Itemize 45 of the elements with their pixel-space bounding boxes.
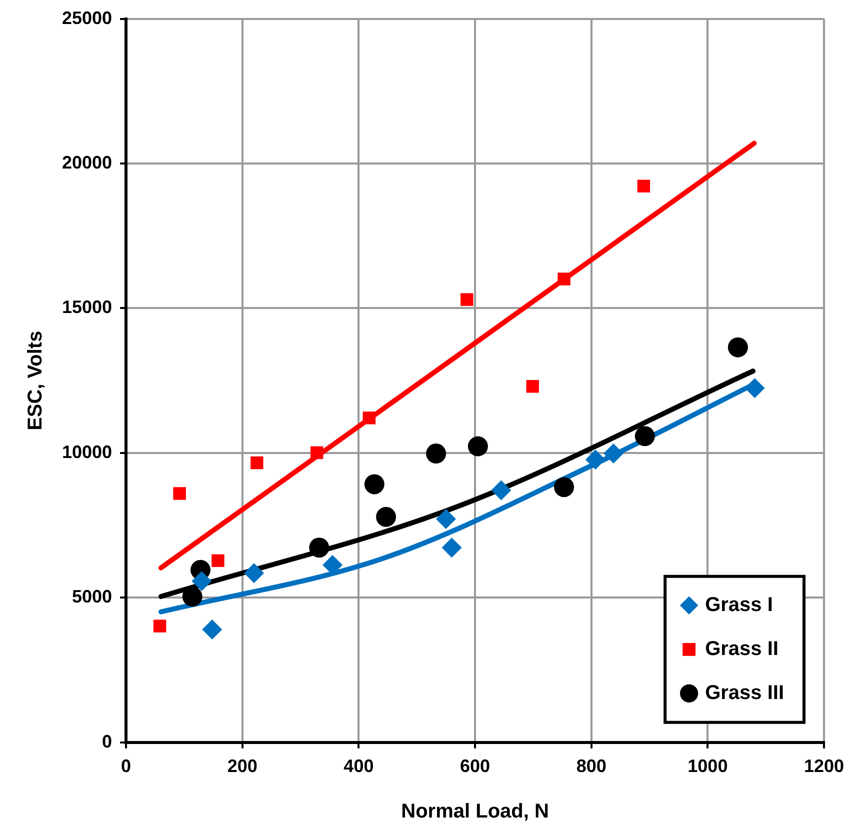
point [436, 508, 456, 529]
point [426, 444, 446, 464]
point [554, 477, 574, 498]
point [460, 293, 474, 306]
point [192, 571, 212, 592]
x-tick-label: 0 [121, 756, 132, 776]
point [212, 554, 224, 567]
point [491, 480, 512, 500]
point [526, 380, 539, 393]
point [376, 506, 396, 527]
y-tick-label: 25000 [62, 8, 112, 28]
point [182, 586, 202, 607]
x-tick-label: 800 [576, 756, 606, 776]
x-axis-title: Normal Load, N [401, 800, 549, 823]
x-tick-label: 200 [227, 756, 258, 776]
point [585, 450, 606, 470]
point [362, 412, 376, 424]
point [364, 474, 384, 494]
point [442, 538, 462, 558]
point [250, 456, 264, 470]
x-tick-label: 1200 [804, 756, 844, 776]
legend-label: Grass II [705, 638, 778, 660]
x-tick-label: 1000 [688, 756, 728, 776]
point [244, 563, 264, 584]
x-tick-label: 600 [460, 756, 490, 776]
y-axis-title: ESC, Volts [24, 330, 47, 430]
point [153, 620, 166, 632]
point [202, 620, 222, 640]
y-tick-label: 0 [102, 731, 112, 752]
point [634, 426, 655, 446]
y-tick-label: 15000 [62, 297, 112, 318]
point [728, 337, 748, 358]
point [173, 487, 186, 500]
point [310, 446, 324, 460]
point [468, 436, 488, 456]
y-tick-label: 20000 [62, 152, 112, 172]
legend-label: Grass III [705, 682, 784, 704]
y-tick-label: 5000 [72, 586, 112, 607]
x-tick-label: 400 [344, 756, 374, 776]
y-tick-label: 10000 [62, 442, 112, 462]
point [637, 180, 650, 192]
point [558, 272, 570, 286]
legend-label: Grass I [705, 594, 773, 616]
point [309, 538, 330, 558]
point [603, 444, 624, 464]
